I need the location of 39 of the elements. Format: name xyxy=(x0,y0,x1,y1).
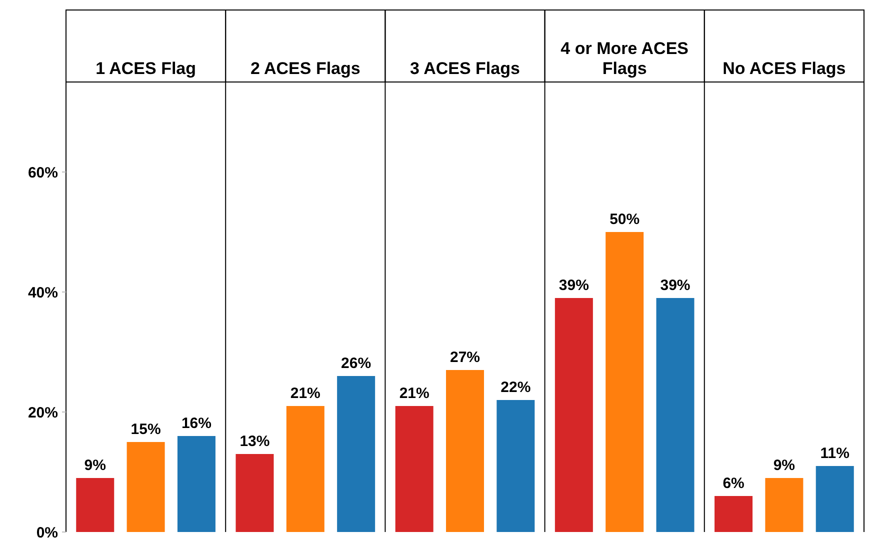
data-label: 16% xyxy=(181,415,212,432)
bar xyxy=(496,400,535,532)
y-tick-label: 0% xyxy=(36,524,58,542)
x-tick-label: 1 ACES Flag xyxy=(96,59,196,78)
data-label: 50% xyxy=(610,211,640,228)
bar xyxy=(236,454,274,532)
data-label: 22% xyxy=(500,379,531,396)
data-label: 21% xyxy=(290,385,320,402)
x-tick-label: 3 ACES Flags xyxy=(410,59,520,78)
bar xyxy=(816,466,854,532)
data-label: 39% xyxy=(660,277,690,294)
bar xyxy=(446,370,484,532)
x-tick-label: No ACES Flags xyxy=(722,59,846,78)
data-label: 13% xyxy=(240,433,270,450)
bar xyxy=(714,496,753,532)
data-label: 26% xyxy=(341,355,372,372)
y-tick-label: 60% xyxy=(28,164,58,182)
data-label: 9% xyxy=(84,457,106,474)
data-label: 27% xyxy=(450,349,480,366)
bar xyxy=(177,436,216,532)
data-label: 11% xyxy=(820,445,850,462)
x-tick-label: 4 or More ACES Flags xyxy=(560,39,689,78)
bar xyxy=(126,442,165,532)
data-label: 6% xyxy=(722,475,744,492)
bar xyxy=(656,298,694,532)
bar xyxy=(76,478,114,532)
data-label: 9% xyxy=(773,457,796,474)
x-tick-label: 2 ACES Flags xyxy=(250,59,360,78)
bar xyxy=(765,478,804,532)
bar xyxy=(606,232,644,532)
data-label: 21% xyxy=(399,385,430,402)
data-label: 39% xyxy=(558,277,589,294)
y-tick-label: 40% xyxy=(28,284,58,302)
bar xyxy=(554,298,593,532)
bar xyxy=(286,406,324,532)
bar xyxy=(337,376,376,532)
data-label: 15% xyxy=(130,421,161,438)
bar xyxy=(395,406,434,532)
y-tick-label: 20% xyxy=(28,404,58,422)
